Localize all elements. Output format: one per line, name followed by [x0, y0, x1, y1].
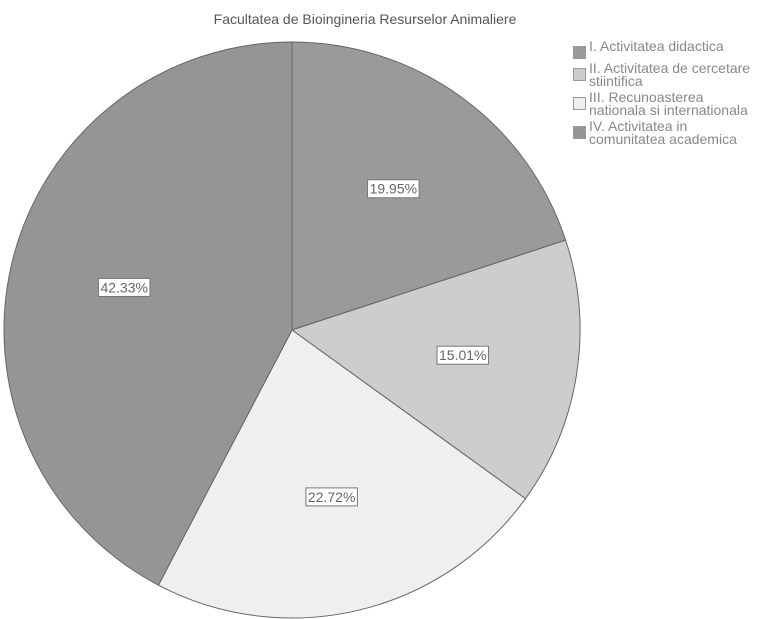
legend-swatch	[573, 97, 586, 110]
label-box	[367, 179, 420, 199]
legend-entry: III. Recunoasterea nationala si internat…	[573, 89, 759, 118]
legend-swatch	[573, 126, 586, 139]
chart-title: Facultatea de Bioingineria Resurselor An…	[214, 11, 517, 27]
data-label: 42.33%	[97, 277, 151, 297]
legend-label: III. Recunoasterea nationala si internat…	[589, 89, 748, 118]
data-label: 19.95%	[367, 179, 420, 199]
data-label: 15.01%	[436, 345, 489, 365]
pie-slice	[290, 239, 581, 500]
label-box	[97, 277, 151, 297]
pie-slice	[3, 41, 293, 586]
legend: I. Activitatea didactica II. Activitatea …	[573, 38, 759, 149]
data-label-text: 19.95%	[370, 181, 417, 197]
legend-swatch	[573, 46, 586, 59]
data-label: 22.72%	[305, 487, 358, 507]
legend-entry: II. Activitatea de cercetare stiintifica	[573, 60, 759, 89]
legend-label: II. Activitatea de cercetare stiintifica	[589, 60, 751, 89]
legend-entry: I. Activitatea didactica	[573, 38, 759, 59]
legend-label: I. Activitatea didactica	[589, 38, 724, 54]
legend-entry: IV. Activitatea in comunitatea academica	[573, 118, 759, 147]
legend-swatch	[573, 68, 586, 81]
data-label-text: 22.72%	[308, 489, 355, 505]
label-box	[436, 345, 489, 365]
data-label-text: 42.33%	[100, 279, 147, 295]
data-label-text: 15.01%	[439, 347, 486, 363]
pie-slice	[291, 41, 567, 331]
label-box	[305, 487, 358, 507]
pie-slice	[157, 329, 527, 619]
legend-label: IV. Activitatea in comunitatea academica	[589, 118, 737, 147]
